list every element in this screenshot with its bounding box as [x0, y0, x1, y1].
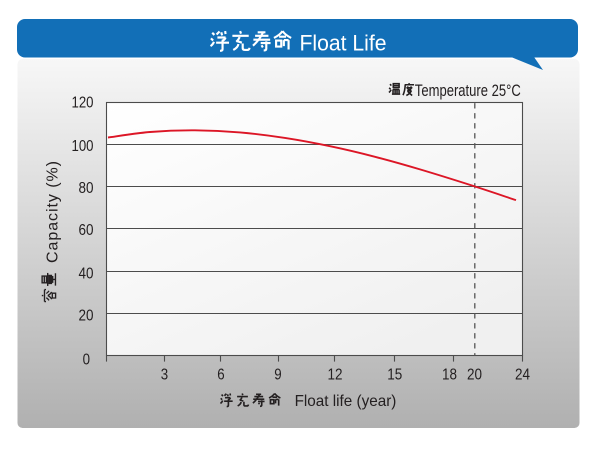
svg-text:Float Life: Float Life — [300, 30, 387, 55]
svg-text:20: 20 — [79, 308, 94, 325]
svg-text:20: 20 — [467, 366, 482, 383]
svg-text:Capacity (%): Capacity (%) — [45, 161, 62, 263]
svg-text:60: 60 — [79, 222, 94, 239]
svg-text:18: 18 — [442, 366, 457, 383]
svg-text:6: 6 — [217, 366, 224, 383]
svg-text:3: 3 — [161, 366, 168, 383]
svg-text:120: 120 — [72, 95, 94, 112]
svg-text:80: 80 — [79, 180, 94, 197]
svg-text:Float life (year): Float life (year) — [295, 393, 397, 410]
svg-text:15: 15 — [387, 366, 402, 383]
svg-text:9: 9 — [274, 366, 281, 383]
svg-text:Temperature 25°C: Temperature 25°C — [415, 81, 521, 100]
svg-text:24: 24 — [515, 366, 530, 383]
svg-text:0: 0 — [83, 352, 90, 369]
svg-text:40: 40 — [79, 265, 94, 282]
svg-text:100: 100 — [72, 138, 94, 155]
svg-text:12: 12 — [328, 366, 343, 383]
